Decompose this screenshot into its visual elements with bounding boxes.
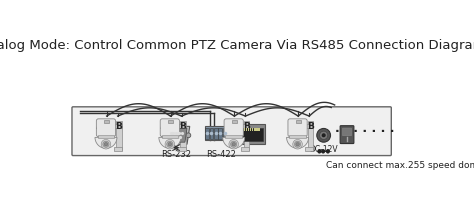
Text: Can connect max.255 speed dome: Can connect max.255 speed dome [326, 161, 474, 170]
Bar [114, 147, 122, 151]
Text: A: A [288, 122, 295, 131]
Polygon shape [162, 126, 190, 144]
Circle shape [229, 140, 238, 149]
Wedge shape [287, 137, 309, 148]
FancyBboxPatch shape [288, 119, 307, 137]
FancyBboxPatch shape [96, 119, 116, 137]
Bar [116, 121, 122, 150]
Circle shape [103, 141, 109, 147]
Circle shape [161, 133, 166, 138]
Circle shape [167, 141, 173, 147]
Circle shape [296, 143, 299, 146]
Bar [104, 120, 109, 123]
Bar [238, 124, 249, 128]
FancyBboxPatch shape [214, 128, 218, 139]
Text: · · · · · · ·: · · · · · · · [335, 125, 394, 138]
FancyBboxPatch shape [340, 126, 354, 144]
Bar [177, 147, 186, 151]
Text: DC-12V: DC-12V [310, 145, 338, 154]
Bar [241, 147, 249, 151]
Bar [244, 121, 249, 150]
Bar [98, 135, 114, 138]
FancyBboxPatch shape [210, 128, 213, 139]
Bar [246, 128, 247, 131]
Bar [244, 128, 245, 131]
Circle shape [322, 134, 325, 137]
Bar [250, 128, 251, 131]
Bar [168, 120, 173, 123]
Bar [256, 128, 257, 131]
Bar [252, 128, 254, 131]
Text: B: B [307, 122, 314, 131]
FancyBboxPatch shape [72, 107, 392, 156]
Bar [289, 135, 306, 138]
Circle shape [168, 143, 172, 146]
Bar [162, 135, 178, 138]
Bar [258, 128, 260, 131]
Wedge shape [159, 137, 181, 148]
Circle shape [319, 131, 328, 140]
Circle shape [165, 140, 174, 149]
Bar [302, 124, 313, 128]
Text: A: A [224, 122, 231, 131]
Bar [295, 120, 301, 123]
Text: B: B [116, 122, 122, 131]
Wedge shape [223, 137, 245, 148]
Circle shape [101, 140, 111, 149]
Text: B: B [243, 122, 250, 131]
FancyBboxPatch shape [224, 119, 243, 137]
Circle shape [317, 128, 330, 142]
FancyBboxPatch shape [343, 128, 352, 136]
Text: B: B [180, 122, 186, 131]
Bar [174, 124, 186, 128]
Text: Analog Mode: Control Common PTZ Camera Via RS485 Connection Diagram: Analog Mode: Control Common PTZ Camera V… [0, 39, 474, 52]
Bar [248, 128, 249, 131]
Circle shape [232, 143, 236, 146]
Bar [180, 121, 186, 150]
FancyBboxPatch shape [241, 124, 265, 144]
FancyBboxPatch shape [205, 128, 209, 139]
Wedge shape [95, 137, 117, 148]
Circle shape [293, 140, 302, 149]
Text: A: A [160, 122, 167, 131]
Circle shape [294, 141, 301, 147]
Bar [232, 120, 237, 123]
Text: ●●●: ●●● [317, 148, 331, 153]
Polygon shape [165, 128, 187, 142]
FancyBboxPatch shape [160, 119, 180, 137]
FancyBboxPatch shape [219, 128, 222, 139]
Text: A: A [96, 122, 103, 131]
Bar [308, 121, 313, 150]
Text: RS-232: RS-232 [161, 150, 191, 159]
Circle shape [231, 141, 237, 147]
Bar [111, 124, 122, 128]
Bar [305, 147, 313, 151]
Text: RS-422: RS-422 [206, 150, 236, 159]
FancyBboxPatch shape [223, 128, 227, 139]
Circle shape [104, 143, 108, 146]
FancyBboxPatch shape [243, 128, 263, 141]
Bar [226, 135, 242, 138]
Circle shape [186, 133, 191, 138]
FancyBboxPatch shape [205, 126, 227, 140]
